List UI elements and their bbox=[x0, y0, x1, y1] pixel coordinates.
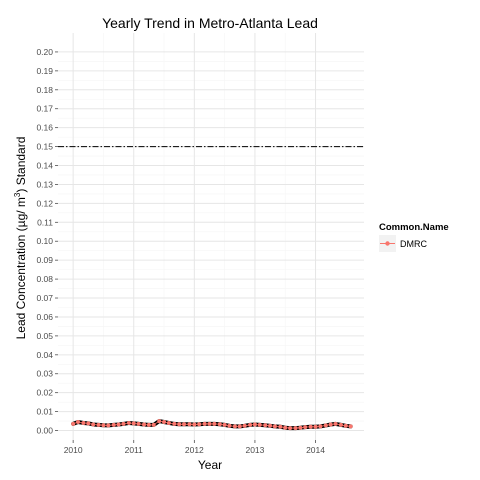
data-point bbox=[81, 420, 86, 425]
data-point bbox=[75, 420, 80, 425]
y-tick-label: 0.19 bbox=[36, 66, 53, 76]
y-tick-label: 0.00 bbox=[36, 426, 53, 436]
data-point bbox=[121, 421, 126, 426]
data-point bbox=[71, 421, 76, 426]
y-tick-label: 0.09 bbox=[36, 255, 53, 265]
y-tick-label: 0.08 bbox=[36, 274, 53, 284]
legend-title: Common.Name bbox=[379, 222, 449, 233]
x-tick-label: 2014 bbox=[306, 445, 325, 455]
data-point bbox=[157, 419, 162, 424]
x-tick-label: 2012 bbox=[185, 445, 204, 455]
data-point bbox=[348, 424, 353, 429]
y-tick-label: 0.05 bbox=[36, 331, 53, 341]
chart-title: Yearly Trend in Metro-Atlanta Lead bbox=[102, 15, 318, 31]
data-point bbox=[136, 421, 141, 426]
plot-panel bbox=[58, 33, 364, 440]
data-point bbox=[96, 422, 101, 427]
data-point bbox=[212, 421, 217, 426]
y-axis-title: Lead Concentration (µg/ m3) Standard bbox=[13, 137, 28, 340]
data-point bbox=[257, 422, 262, 427]
data-point bbox=[192, 422, 197, 427]
x-axis-title: Year bbox=[198, 458, 222, 472]
panel-background bbox=[58, 33, 364, 440]
data-point bbox=[298, 425, 303, 430]
y-tick-label: 0.14 bbox=[36, 161, 53, 171]
data-point bbox=[227, 423, 232, 428]
legend-key-point bbox=[385, 241, 390, 246]
data-point bbox=[288, 426, 293, 431]
data-point bbox=[91, 422, 96, 427]
data-point bbox=[187, 422, 192, 427]
data-point bbox=[197, 422, 202, 427]
data-point bbox=[308, 424, 313, 429]
data-point bbox=[272, 424, 277, 429]
data-point bbox=[207, 421, 212, 426]
data-point bbox=[166, 420, 171, 425]
data-point bbox=[313, 424, 318, 429]
data-point bbox=[101, 423, 106, 428]
y-axis-title-superscript: 3 bbox=[13, 192, 22, 197]
data-point bbox=[202, 421, 207, 426]
y-tick-label: 0.10 bbox=[36, 236, 53, 246]
data-point bbox=[222, 422, 227, 427]
data-point bbox=[146, 422, 151, 427]
data-point bbox=[182, 422, 187, 427]
data-point bbox=[338, 422, 343, 427]
y-tick-label: 0.15 bbox=[36, 142, 53, 152]
y-tick-label: 0.01 bbox=[36, 407, 53, 417]
series-layer bbox=[71, 419, 353, 431]
data-point bbox=[263, 423, 268, 428]
data-point bbox=[242, 423, 247, 428]
data-point bbox=[126, 420, 131, 425]
data-point bbox=[151, 422, 156, 427]
y-tick-label: 0.20 bbox=[36, 47, 53, 57]
data-point bbox=[172, 421, 177, 426]
data-point bbox=[323, 423, 328, 428]
data-point bbox=[142, 422, 147, 427]
y-tick-label: 0.04 bbox=[36, 350, 53, 360]
y-axis-title-suffix: ) Standard bbox=[14, 137, 28, 193]
data-point bbox=[237, 424, 242, 429]
x-tick-label: 2011 bbox=[125, 445, 144, 455]
x-tick-label: 2013 bbox=[245, 445, 264, 455]
data-point bbox=[293, 426, 298, 431]
y-tick-label: 0.12 bbox=[36, 198, 53, 208]
data-point bbox=[86, 421, 91, 426]
data-point bbox=[162, 420, 167, 425]
axes: 0.00 0.01 0.02 0.03 0.04 0.05 0.06 0.07 0.08 0.09… bbox=[36, 47, 325, 455]
data-point bbox=[252, 422, 257, 427]
data-point bbox=[106, 423, 111, 428]
data-point bbox=[116, 422, 121, 427]
y-tick-label: 0.11 bbox=[37, 217, 53, 227]
x-tick-label: 2010 bbox=[64, 445, 83, 455]
data-point bbox=[131, 421, 136, 426]
data-point bbox=[232, 424, 237, 429]
legend-label-dmrc: DMRC bbox=[400, 239, 427, 249]
data-point bbox=[283, 425, 288, 430]
data-point bbox=[278, 424, 283, 429]
y-tick-label: 0.06 bbox=[36, 312, 53, 322]
data-point bbox=[343, 423, 348, 428]
data-point bbox=[303, 425, 308, 430]
y-tick-label: 0.17 bbox=[36, 104, 53, 114]
data-point bbox=[318, 424, 323, 429]
data-point bbox=[268, 423, 273, 428]
data-point bbox=[111, 422, 116, 427]
legend: Common.Name DMRC bbox=[379, 222, 449, 252]
y-tick-label: 0.18 bbox=[36, 85, 53, 95]
data-point bbox=[177, 422, 182, 427]
y-tick-label: 0.03 bbox=[36, 369, 53, 379]
y-tick-label: 0.16 bbox=[36, 123, 53, 133]
y-tick-label: 0.07 bbox=[36, 293, 53, 303]
data-point bbox=[333, 421, 338, 426]
data-point bbox=[217, 422, 222, 427]
y-tick-label: 0.02 bbox=[36, 388, 53, 398]
data-point bbox=[328, 422, 333, 427]
y-axis-title-main: Lead Concentration (µg/ m bbox=[14, 197, 28, 339]
data-point bbox=[248, 422, 253, 427]
y-tick-label: 0.13 bbox=[36, 179, 53, 189]
